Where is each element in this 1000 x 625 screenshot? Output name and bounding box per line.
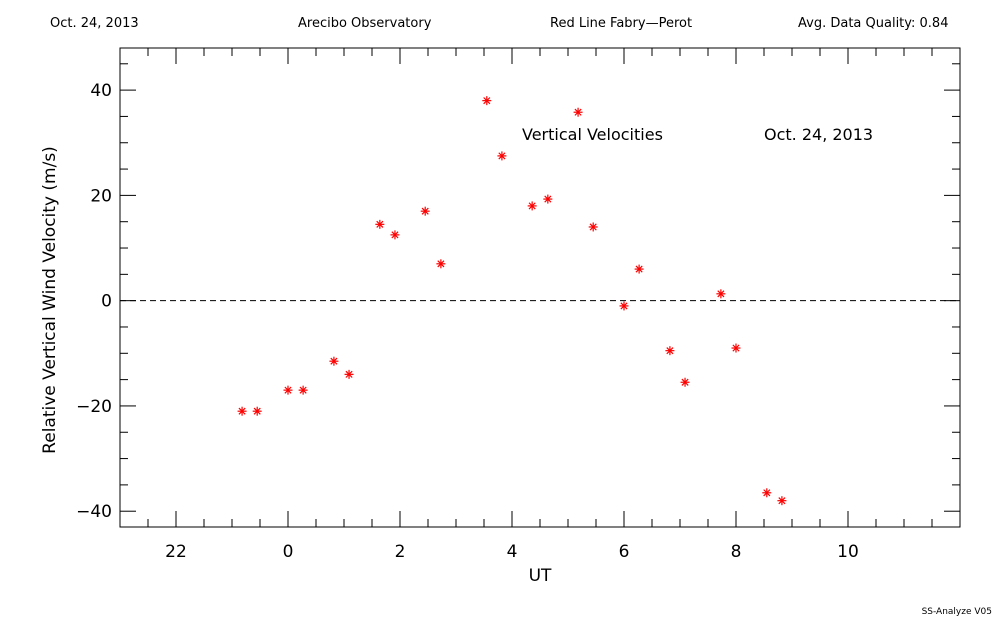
data-point [762, 488, 772, 498]
data-point [716, 289, 726, 299]
plot-frame [119, 47, 961, 528]
data-point [497, 151, 507, 161]
data-point [344, 369, 354, 379]
x-tick-label: 0 [283, 542, 294, 562]
x-axis-label: UT [529, 566, 552, 586]
header-date: Oct. 24, 2013 [50, 16, 139, 31]
y-tick-label: −40 [76, 502, 112, 522]
x-tick-label: 22 [165, 542, 187, 562]
data-point [619, 301, 629, 311]
header-quality: Avg. Data Quality: 0.84 [798, 16, 949, 31]
x-tick-label: 10 [837, 542, 859, 562]
axis-tick-labels: −40 −20 0 20 40 22 0 2 4 6 8 10 [76, 81, 859, 562]
x-tick-label: 4 [507, 542, 518, 562]
data-point [329, 356, 339, 366]
data-point [375, 219, 385, 229]
data-point [527, 201, 537, 211]
footer-software-version: SS-Analyze V05 [921, 607, 992, 617]
data-point [588, 222, 598, 232]
data-point [237, 406, 247, 416]
header-instrument: Red Line Fabry—Perot [550, 16, 693, 31]
data-point [543, 194, 553, 204]
data-point [252, 406, 262, 416]
data-point [665, 346, 675, 356]
x-tick-label: 2 [395, 542, 406, 562]
data-point [298, 385, 308, 395]
y-tick-label: 0 [101, 292, 112, 312]
data-point [482, 96, 492, 106]
annotation-date: Oct. 24, 2013 [764, 125, 873, 144]
x-tick-label: 6 [619, 542, 630, 562]
data-point [436, 259, 446, 269]
data-point [680, 377, 690, 387]
data-point [731, 343, 741, 353]
y-tick-label: −20 [76, 397, 112, 417]
y-tick-label: 40 [90, 81, 112, 101]
axis-ticks [120, 48, 961, 527]
annotation-vertical-velocities: Vertical Velocities [522, 125, 663, 144]
data-points [237, 96, 787, 506]
data-point [390, 230, 400, 240]
data-point [573, 107, 583, 117]
header-site: Arecibo Observatory [298, 16, 432, 31]
data-point [420, 206, 430, 216]
data-point [283, 385, 293, 395]
data-point [777, 496, 787, 506]
y-tick-label: 20 [90, 186, 112, 206]
data-point [634, 264, 644, 274]
x-tick-label: 8 [731, 542, 742, 562]
y-axis-label: Relative Vertical Wind Velocity (m/s) [40, 146, 60, 454]
